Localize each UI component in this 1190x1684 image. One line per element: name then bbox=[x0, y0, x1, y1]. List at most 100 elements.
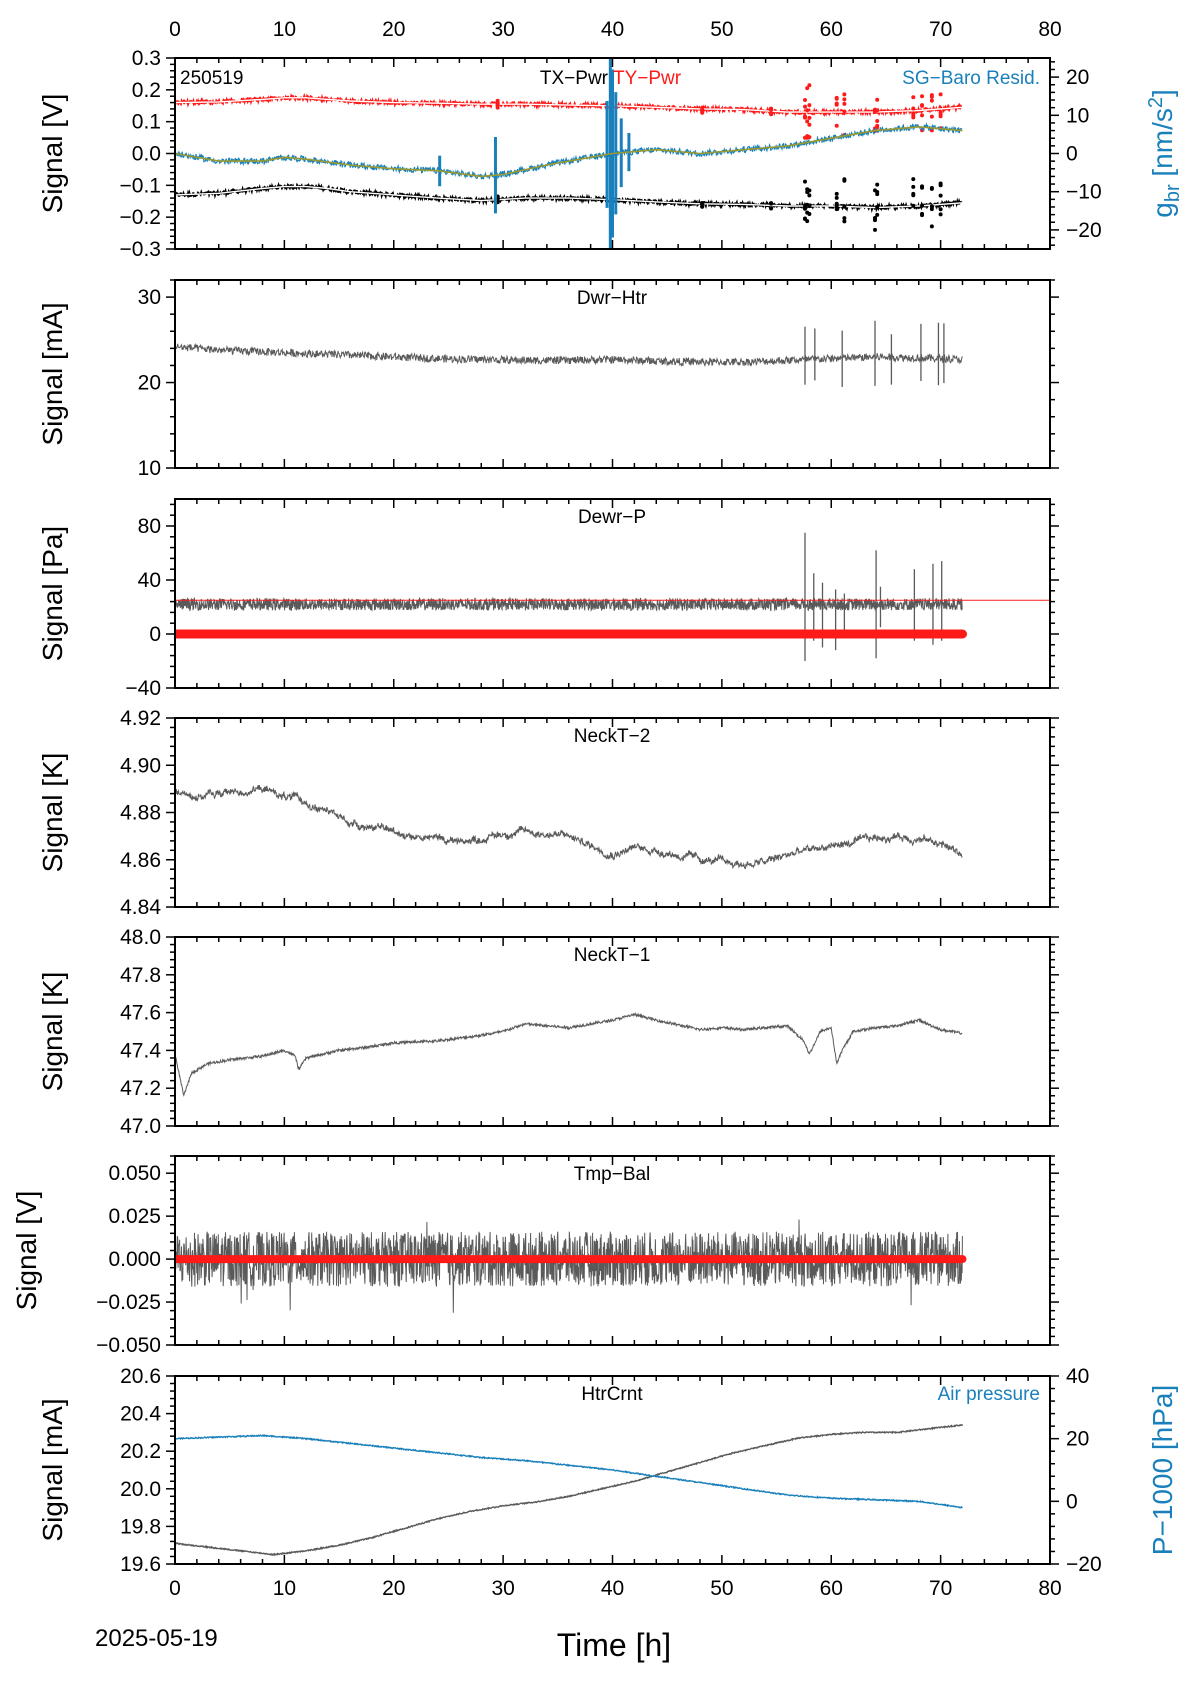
panel-2-y-axis-label: Signal [mA] bbox=[37, 302, 68, 445]
panel-4-y-tick-label: 4.90 bbox=[120, 754, 161, 777]
panel-3-y-axis-label: Signal [Pa] bbox=[37, 526, 68, 661]
panel-3-plot-area bbox=[175, 532, 1050, 661]
panel-5-y-axis-label: Signal [K] bbox=[37, 972, 68, 1092]
x-axis-label: Time [h] bbox=[557, 1627, 671, 1663]
panel-3-series-1-line bbox=[175, 596, 963, 612]
panel-4-y-tick-label: 4.86 bbox=[120, 849, 161, 872]
bottom-x-tick-label: 0 bbox=[169, 1577, 181, 1600]
date-label: 2025-05-19 bbox=[95, 1625, 218, 1652]
panel-3-title: Dewr−P bbox=[578, 507, 646, 528]
panel-1-y-tick-label: −0.1 bbox=[120, 174, 161, 197]
panel-1-series-1-outliers-13 bbox=[700, 201, 705, 209]
panel-1-series-2-outliers-4 bbox=[834, 95, 839, 128]
panel-1-right-y-tick-label: 20 bbox=[1066, 66, 1089, 89]
panel-1: 0.3 0.2 0.1 0.0 −0.1 −0.2 −0.3 20 10 0 −10 −20 Signa… bbox=[37, 47, 1184, 261]
top-x-tick-label: 40 bbox=[601, 18, 624, 41]
panel-5-title: NeckT−1 bbox=[574, 945, 651, 966]
panel-1-series-1-outliers-7 bbox=[875, 182, 880, 217]
panel-1-series-2-outliers-12 bbox=[769, 106, 774, 117]
panel-5: 48.0 47.8 47.6 47.4 47.2 47.0 Signal [K] NeckT−… bbox=[37, 926, 1059, 1138]
top-x-tick-label: 10 bbox=[273, 18, 296, 41]
panel-6-y-tick-label: −0.050 bbox=[96, 1334, 161, 1357]
panel-5-y-tick-label: 47.2 bbox=[120, 1077, 161, 1100]
panel-3-y-tick-label: −40 bbox=[125, 677, 161, 700]
panel-6-title: Tmp−Bal bbox=[574, 1164, 651, 1185]
panel-1-series-1-outliers-5 bbox=[842, 177, 847, 224]
bottom-x-tick-label: 40 bbox=[601, 1577, 624, 1600]
bottom-x-tick-label: 50 bbox=[710, 1577, 733, 1600]
panel-1-y-tick-label: 0.2 bbox=[132, 79, 161, 102]
panel-1-y-tick-label: −0.2 bbox=[120, 206, 161, 229]
panel-3-y-tick-label: 40 bbox=[138, 569, 161, 592]
bottom-x-tick-label: 60 bbox=[820, 1577, 843, 1600]
panel-1-series-2-outliers-14 bbox=[495, 98, 500, 110]
panel-1-right-y-tick-label: −10 bbox=[1066, 181, 1102, 204]
ty-pwr-label: TY−Pwr bbox=[613, 68, 682, 89]
panel-1-series-3-line bbox=[175, 122, 963, 180]
panel-5-y-tick-label: 47.4 bbox=[120, 1039, 161, 1062]
panel-1-y-axis-label: Signal [V] bbox=[37, 94, 68, 214]
panel-5-y-tick-label: 48.0 bbox=[120, 926, 161, 949]
panel-5-y-tick-label: 47.6 bbox=[120, 1002, 161, 1025]
panel-7-right-y-tick-label: 20 bbox=[1066, 1428, 1089, 1451]
bottom-x-tick-label: 10 bbox=[273, 1577, 296, 1600]
panel-2-y-tick-label: 20 bbox=[138, 372, 161, 395]
bottom-x-tick-label: 80 bbox=[1038, 1577, 1061, 1600]
top-x-tick-label: 70 bbox=[929, 18, 952, 41]
panel-2-plot-area bbox=[175, 320, 963, 387]
panel-1-series-2-outliers-3 bbox=[807, 83, 812, 140]
panel-1-series-3-smooth bbox=[175, 125, 963, 178]
panel-7-y-tick-label: 20.4 bbox=[120, 1403, 161, 1426]
panel-2-y-tick-label: 30 bbox=[138, 286, 161, 309]
panel-1-series-1-outliers-9 bbox=[920, 184, 925, 218]
panel-6-y-axis-label: Signal [V] bbox=[11, 1191, 42, 1311]
panel-5-series-1-line bbox=[175, 1011, 963, 1097]
panel-6: 0.050 0.025 0.000 −0.025 −0.050 Signal [V] Tmp… bbox=[11, 1155, 1059, 1357]
panel-7-y-axis-label: Signal [mA] bbox=[37, 1398, 68, 1541]
panel-5-plot-area bbox=[175, 1011, 963, 1097]
panel-1-series-2-outliers-13 bbox=[700, 105, 705, 115]
panel-6-y-tick-label: 0.025 bbox=[108, 1205, 161, 1228]
top-x-tick-label: 0 bbox=[169, 18, 181, 41]
panel-7-right-y-tick-label: 0 bbox=[1066, 1490, 1078, 1513]
top-x-tick-label: 30 bbox=[491, 18, 514, 41]
panel-4-y-tick-label: 4.92 bbox=[120, 707, 161, 730]
panel-1-y-tick-label: −0.3 bbox=[120, 238, 161, 261]
panel-1-right-y-tick-label: 0 bbox=[1066, 143, 1078, 166]
panel-4-y-tick-label: 4.84 bbox=[120, 896, 161, 919]
panel-1-y-tick-label: 0.3 bbox=[132, 47, 161, 70]
panel-2-y-tick-label: 10 bbox=[138, 457, 161, 480]
panel-1-right-y-tick-label: −20 bbox=[1066, 219, 1102, 242]
panel-4-title: NeckT−2 bbox=[574, 726, 651, 747]
panel-7: 20.6 20.4 20.2 20.0 19.8 19.6 40 20 0 −20 Signal [… bbox=[37, 1365, 1178, 1576]
panel-1-series-1-outliers-3 bbox=[807, 188, 812, 217]
panel-1-series-1-outliers-11 bbox=[938, 181, 943, 217]
panel-1-series-2-outliers-8 bbox=[911, 95, 916, 120]
panel-6-y-tick-label: 0.000 bbox=[108, 1248, 161, 1271]
panel-7-y-tick-label: 19.6 bbox=[120, 1553, 161, 1576]
panel-1-series-2-outliers-11 bbox=[938, 92, 943, 131]
panel-7-series-2-line bbox=[175, 1434, 963, 1509]
panel-1-right-y-axis-label: gbr [nm/s2] bbox=[1145, 89, 1184, 218]
panel-3-y-tick-label: 0 bbox=[149, 623, 161, 646]
panel-1-right-y-tick-label: 10 bbox=[1066, 104, 1089, 127]
panel-2: 30 20 10 Signal [mA] Dwr−Htr bbox=[37, 279, 1059, 480]
panel-4: 4.92 4.90 4.88 4.86 4.84 Signal [K] NeckT−2 bbox=[37, 707, 1059, 919]
panel-1-plot-area bbox=[175, 58, 963, 249]
panel-7-series-1-line bbox=[175, 1423, 964, 1557]
panel-7-plot-area bbox=[175, 1423, 964, 1557]
panel-6-y-tick-label: 0.050 bbox=[108, 1162, 161, 1185]
bottom-x-axis: 0 10 20 30 40 50 60 70 80 bbox=[169, 1577, 1062, 1600]
panel-1-series-1-outliers-8 bbox=[911, 177, 916, 208]
bottom-x-tick-label: 30 bbox=[491, 1577, 514, 1600]
panel-7-y-tick-label: 20.6 bbox=[120, 1365, 161, 1388]
panel-1-series-2-line bbox=[175, 93, 963, 118]
panel-1-y-tick-label: 0.0 bbox=[132, 143, 161, 166]
panel-6-plot-area bbox=[175, 1219, 967, 1313]
panel-1-series-1-outliers-12 bbox=[769, 201, 774, 211]
top-x-axis: 0 10 20 30 40 50 60 70 80 bbox=[169, 18, 1062, 41]
panel-1-series-1-line bbox=[175, 181, 963, 214]
panel-1-series-1-outliers-10 bbox=[929, 185, 934, 229]
panel-2-title: Dwr−Htr bbox=[577, 288, 648, 309]
